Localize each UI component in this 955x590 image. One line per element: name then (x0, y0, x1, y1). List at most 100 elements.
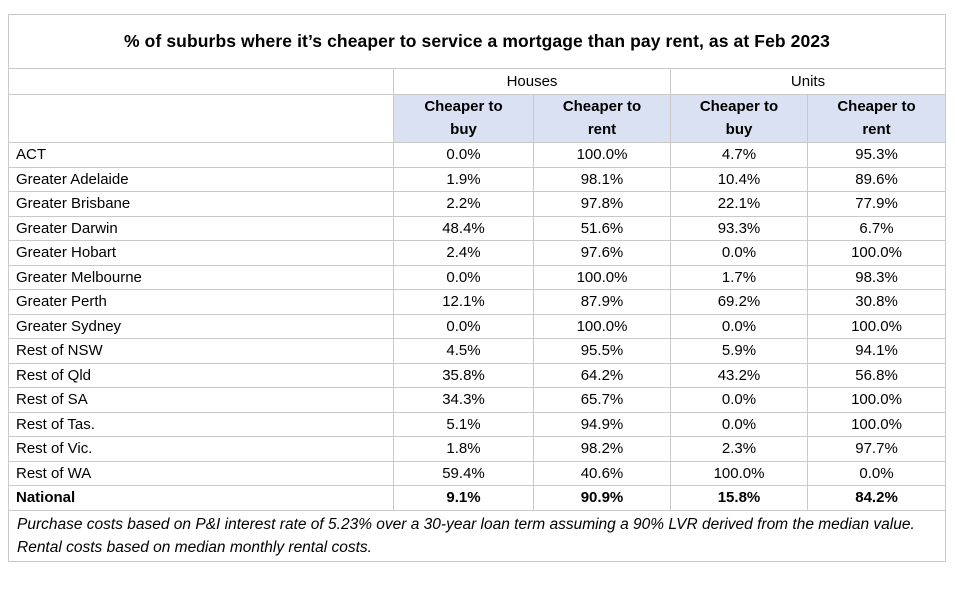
table-row: Greater Adelaide 1.9% 98.1% 10.4% 89.6% (8, 166, 947, 192)
units-cheaper-to-rent-value: 77.9% (806, 191, 947, 217)
units-cheaper-to-buy-value: 1.7% (670, 264, 808, 290)
houses-cheaper-to-buy-value: 59.4% (393, 460, 534, 486)
units-cheaper-to-rent-value: 100.0% (806, 240, 947, 266)
sub-header-row: Cheaper to buy Cheaper to rent Cheaper t… (8, 94, 947, 143)
footnote-row: Purchase costs based on P&I interest rat… (7, 509, 947, 562)
houses-cheaper-to-buy-value: 9.1% (393, 485, 534, 511)
units-cheaper-to-rent-value: 98.3% (806, 264, 947, 290)
houses-cheaper-to-buy-value: 2.2% (393, 191, 534, 217)
units-cheaper-to-rent-value: 100.0% (806, 387, 947, 413)
houses-cheaper-to-buy-value: 2.4% (393, 240, 534, 266)
units-cheaper-to-buy-value: 2.3% (670, 436, 808, 462)
houses-cheaper-to-buy-value: 0.0% (393, 264, 534, 290)
table-row: Rest of Qld 35.8% 64.2% 43.2% 56.8% (8, 362, 947, 388)
units-cheaper-to-buy-value: 0.0% (670, 313, 808, 339)
houses-cheaper-to-rent-value: 97.8% (533, 191, 671, 217)
table-body: ACT 0.0% 100.0% 4.7% 95.3% Greater Adela… (8, 142, 947, 511)
table-row: Greater Hobart 2.4% 97.6% 0.0% 100.0% (8, 240, 947, 266)
table-row: National 9.1% 90.9% 15.8% 84.2% (8, 485, 947, 511)
table-row: Greater Sydney 0.0% 100.0% 0.0% 100.0% (8, 313, 947, 339)
units-cheaper-to-buy-value: 0.0% (670, 411, 808, 437)
mortgage-vs-rent-table: % of suburbs where it’s cheaper to servi… (7, 14, 947, 562)
units-cheaper-to-buy-value: 4.7% (670, 142, 808, 168)
houses-cheaper-to-rent-value: 98.1% (533, 166, 671, 192)
units-cheaper-to-rent-value: 56.8% (806, 362, 947, 388)
houses-cheaper-to-buy-value: 34.3% (393, 387, 534, 413)
row-label: ACT (8, 142, 394, 168)
empty-corner-cell (8, 94, 394, 143)
houses-cheaper-to-rent-value: 65.7% (533, 387, 671, 413)
houses-cheaper-to-buy-value: 0.0% (393, 313, 534, 339)
row-label: Rest of WA (8, 460, 394, 486)
houses-cheaper-to-rent-value: 95.5% (533, 338, 671, 364)
table-row: Rest of NSW 4.5% 95.5% 5.9% 94.1% (8, 338, 947, 364)
units-cheaper-to-rent-value: 89.6% (806, 166, 947, 192)
empty-corner-cell (8, 68, 394, 95)
title-row: % of suburbs where it’s cheaper to servi… (7, 14, 947, 69)
houses-cheaper-to-rent-value: 40.6% (533, 460, 671, 486)
table-row: Greater Perth 12.1% 87.9% 69.2% 30.8% (8, 289, 947, 315)
units-cheaper-to-buy-value: 93.3% (670, 215, 808, 241)
units-cheaper-to-buy-value: 0.0% (670, 387, 808, 413)
houses-cheaper-to-buy-value: 48.4% (393, 215, 534, 241)
data-table: % of suburbs where it’s cheaper to servi… (7, 14, 947, 562)
units-cheaper-to-buy-value: 0.0% (670, 240, 808, 266)
row-label: Rest of Tas. (8, 411, 394, 437)
row-label: Rest of NSW (8, 338, 394, 364)
houses-cheaper-to-rent-value: 100.0% (533, 313, 671, 339)
column-header-units-cheaper-to-buy: Cheaper to buy (670, 94, 808, 143)
units-cheaper-to-buy-value: 43.2% (670, 362, 808, 388)
houses-cheaper-to-buy-value: 4.5% (393, 338, 534, 364)
units-cheaper-to-buy-value: 10.4% (670, 166, 808, 192)
table-row: Rest of SA 34.3% 65.7% 0.0% 100.0% (8, 387, 947, 413)
group-header-houses: Houses (393, 68, 671, 95)
table-row: Rest of Vic. 1.8% 98.2% 2.3% 97.7% (8, 436, 947, 462)
units-cheaper-to-buy-value: 5.9% (670, 338, 808, 364)
row-label: Greater Perth (8, 289, 394, 315)
row-label: Greater Hobart (8, 240, 394, 266)
row-label: Rest of SA (8, 387, 394, 413)
houses-cheaper-to-rent-value: 100.0% (533, 142, 671, 168)
table-footnote: Purchase costs based on P&I interest rat… (7, 509, 947, 562)
houses-cheaper-to-buy-value: 35.8% (393, 362, 534, 388)
units-cheaper-to-rent-value: 84.2% (806, 485, 947, 511)
row-label: Greater Melbourne (8, 264, 394, 290)
table-row: Rest of WA 59.4% 40.6% 100.0% 0.0% (8, 460, 947, 486)
houses-cheaper-to-rent-value: 94.9% (533, 411, 671, 437)
table-row: Greater Melbourne 0.0% 100.0% 1.7% 98.3% (8, 264, 947, 290)
row-label: Rest of Vic. (8, 436, 394, 462)
column-header-houses-cheaper-to-rent: Cheaper to rent (533, 94, 671, 143)
table-row: Greater Brisbane 2.2% 97.8% 22.1% 77.9% (8, 191, 947, 217)
units-cheaper-to-rent-value: 97.7% (806, 436, 947, 462)
houses-cheaper-to-rent-value: 51.6% (533, 215, 671, 241)
houses-cheaper-to-rent-value: 87.9% (533, 289, 671, 315)
units-cheaper-to-rent-value: 100.0% (806, 411, 947, 437)
houses-cheaper-to-rent-value: 90.9% (533, 485, 671, 511)
column-header-houses-cheaper-to-buy: Cheaper to buy (393, 94, 534, 143)
units-cheaper-to-buy-value: 15.8% (670, 485, 808, 511)
units-cheaper-to-buy-value: 69.2% (670, 289, 808, 315)
houses-cheaper-to-buy-value: 5.1% (393, 411, 534, 437)
group-header-units: Units (669, 68, 947, 95)
row-label: National (8, 485, 394, 511)
units-cheaper-to-rent-value: 6.7% (806, 215, 947, 241)
houses-cheaper-to-rent-value: 64.2% (533, 362, 671, 388)
row-label: Rest of Qld (8, 362, 394, 388)
units-cheaper-to-rent-value: 0.0% (806, 460, 947, 486)
table-row: ACT 0.0% 100.0% 4.7% 95.3% (8, 142, 947, 168)
houses-cheaper-to-buy-value: 1.9% (393, 166, 534, 192)
row-label: Greater Darwin (8, 215, 394, 241)
column-header-units-cheaper-to-rent: Cheaper to rent (806, 94, 947, 143)
row-label: Greater Adelaide (8, 166, 394, 192)
units-cheaper-to-rent-value: 30.8% (806, 289, 947, 315)
units-cheaper-to-buy-value: 22.1% (670, 191, 808, 217)
row-label: Greater Sydney (8, 313, 394, 339)
units-cheaper-to-rent-value: 94.1% (806, 338, 947, 364)
row-label: Greater Brisbane (8, 191, 394, 217)
table-row: Greater Darwin 48.4% 51.6% 93.3% 6.7% (8, 215, 947, 241)
table-row: Rest of Tas. 5.1% 94.9% 0.0% 100.0% (8, 411, 947, 437)
units-cheaper-to-rent-value: 95.3% (806, 142, 947, 168)
houses-cheaper-to-rent-value: 100.0% (533, 264, 671, 290)
group-header-row: Houses Units (8, 68, 947, 95)
table-title: % of suburbs where it’s cheaper to servi… (7, 14, 947, 69)
